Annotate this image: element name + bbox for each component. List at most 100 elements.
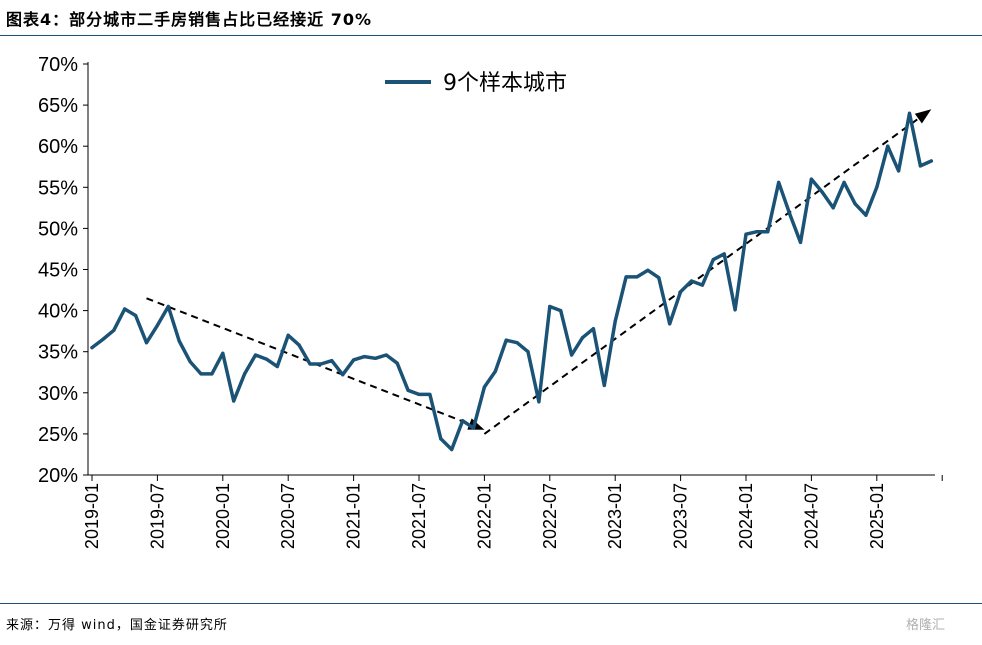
data-point	[548, 304, 552, 309]
data-point	[526, 350, 530, 354]
data-point	[798, 240, 803, 244]
title-divider	[0, 35, 982, 36]
y-tick-label: 50%	[38, 218, 78, 240]
y-tick-label: 65%	[38, 95, 78, 117]
data-point	[679, 290, 683, 294]
data-point	[689, 279, 694, 283]
data-point	[613, 319, 617, 323]
data-point	[744, 232, 748, 236]
data-point	[243, 372, 247, 376]
data-point	[875, 185, 879, 189]
data-point	[101, 337, 105, 341]
data-point	[700, 283, 705, 287]
data-point	[123, 307, 127, 311]
data-point	[417, 392, 421, 397]
data-point	[897, 169, 901, 173]
line-chart: 20% 25% 30% 35% 40% 45% 50% 55% 60% 65% 70% 2019-01…	[38, 54, 943, 549]
data-point	[395, 361, 399, 365]
data-point	[929, 159, 933, 163]
source-note: 来源：万得 wind，国金证券研究所	[6, 618, 228, 633]
trend-arrowhead	[914, 109, 932, 124]
data-point	[722, 252, 726, 256]
x-tick-label: 2020-01	[213, 483, 233, 549]
x-tick-label: 2019-01	[82, 483, 102, 549]
data-point	[537, 400, 541, 404]
data-point	[711, 258, 715, 262]
data-point	[232, 399, 236, 403]
trend-line	[483, 117, 919, 435]
data-point	[515, 341, 519, 345]
data-point	[362, 355, 367, 359]
data-point	[253, 353, 258, 357]
x-tick-label: 2019-07	[147, 483, 167, 549]
x-tick-label: 2024-07	[801, 483, 821, 549]
y-tick-label: 55%	[38, 177, 78, 199]
data-point	[755, 230, 759, 234]
data-point	[134, 313, 138, 318]
data-point	[591, 327, 596, 331]
x-tick-label: 2024-01	[736, 483, 756, 549]
y-tick-label: 25%	[38, 424, 78, 446]
data-point	[570, 353, 574, 357]
data-point	[733, 308, 737, 312]
x-tick-label: 2021-01	[344, 483, 364, 549]
x-tick-label: 2025-01	[867, 483, 887, 549]
data-point	[341, 373, 345, 377]
y-tick-label: 35%	[38, 342, 78, 364]
data-point	[210, 372, 214, 376]
data-point	[864, 213, 868, 217]
data-point	[428, 392, 432, 397]
data-point	[155, 323, 159, 327]
x-tick-label: 2023-07	[671, 483, 691, 549]
data-point	[144, 341, 149, 345]
data-point	[559, 309, 563, 313]
data-point	[297, 343, 301, 347]
data-point	[166, 304, 170, 309]
data-point	[90, 345, 94, 350]
data-point	[907, 111, 912, 115]
y-tick-label: 40%	[38, 301, 78, 323]
data-point	[330, 359, 334, 363]
y-tick-label: 20%	[38, 465, 78, 487]
data-point	[886, 144, 890, 148]
data-point	[493, 369, 497, 374]
data-point	[635, 275, 639, 279]
x-tick-label: 2022-01	[474, 483, 494, 549]
data-point	[275, 364, 279, 369]
data-point	[264, 357, 268, 361]
footer-divider	[0, 603, 982, 604]
data-point	[384, 353, 388, 357]
data-point	[766, 230, 770, 234]
legend-label: 9个样本城市	[443, 71, 567, 96]
data-point	[580, 336, 585, 340]
chart-title: 图表4：部分城市二手房销售占比已经接近 70%	[6, 10, 373, 29]
data-point	[450, 447, 454, 452]
x-tick-label: 2023-01	[605, 483, 625, 549]
data-point	[221, 351, 225, 355]
data-point	[352, 358, 356, 362]
series-line	[90, 111, 934, 452]
data-point	[439, 437, 443, 441]
data-point	[319, 362, 323, 366]
y-tick-label: 60%	[38, 136, 78, 158]
x-tick-label: 2020-07	[278, 483, 298, 549]
data-point	[308, 362, 312, 366]
x-tick-label: 2021-07	[409, 483, 429, 549]
watermark-logo: 格隆汇	[906, 618, 946, 633]
y-tick-label: 30%	[38, 383, 78, 405]
data-point	[112, 328, 116, 332]
data-point	[461, 419, 465, 423]
data-point	[646, 268, 650, 272]
data-point	[842, 180, 846, 184]
data-point	[624, 275, 628, 279]
x-tick-label: 2022-07	[540, 483, 560, 549]
data-point	[788, 212, 792, 216]
data-point	[199, 372, 203, 376]
data-point	[177, 339, 181, 343]
data-point	[482, 385, 486, 389]
data-point	[602, 383, 606, 388]
data-point	[657, 276, 661, 280]
data-point	[820, 190, 824, 194]
data-point	[668, 322, 672, 326]
y-tick-label: 45%	[38, 260, 78, 282]
